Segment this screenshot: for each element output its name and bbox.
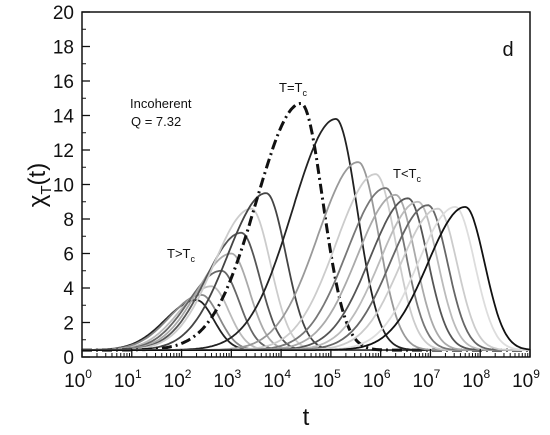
x-tick-label: 109 [512, 367, 540, 392]
x-axis: 100 101 102 103 104 105 106 107 108 109 [64, 349, 540, 392]
y-tick-label: 16 [53, 72, 74, 93]
y-tick-label: 6 [63, 245, 74, 266]
x-tick-label: 105 [313, 367, 341, 392]
x-tick-label: 103 [213, 367, 241, 392]
curves-group [81, 102, 531, 352]
series-line-15 [82, 197, 530, 351]
t-gt-tc-sub: c [190, 254, 195, 264]
series-line-10 [82, 117, 530, 351]
y-axis-label: χT(t) [24, 163, 55, 207]
y-axis-label-main: χ [24, 194, 51, 207]
series-line-12 [82, 173, 530, 351]
t-eq-tc-sub: c [302, 88, 307, 98]
x-tick-label: 102 [164, 367, 192, 392]
y-axis: 0 2 4 6 8 10 12 14 16 18 20 [53, 3, 90, 369]
t-eq-tc-main: T=T [279, 80, 303, 95]
x-tick-label: 100 [64, 367, 92, 392]
svg-text:χT(t): χT(t) [24, 163, 55, 207]
y-tick-label: 14 [53, 107, 75, 128]
y-tick-label: 20 [53, 3, 74, 24]
x-tick-label: 106 [363, 367, 391, 392]
y-tick-label: 18 [53, 38, 74, 59]
incoherent-label: Incoherent [130, 96, 192, 111]
y-tick-label: 2 [63, 314, 74, 335]
x-tick-label: 107 [413, 367, 441, 392]
t-lt-tc-label: T<Tc [393, 166, 421, 184]
series-line-20 [82, 206, 531, 351]
y-tick-label: 0 [63, 348, 74, 369]
q-value-label: Q = 7.32 [131, 114, 181, 129]
y-tick-label: 8 [63, 210, 74, 231]
t-lt-tc-main: T<T [393, 166, 417, 181]
y-axis-label-sub: T [38, 185, 55, 194]
y-axis-label-arg: (t) [24, 163, 51, 186]
y-tick-label: 4 [63, 279, 74, 300]
panel-label: d [502, 39, 513, 61]
y-tick-label: 12 [53, 141, 74, 162]
t-lt-tc-sub: c [416, 174, 421, 184]
x-axis-label: t [303, 404, 310, 431]
x-tick-label: 104 [263, 367, 291, 392]
x-tick-label: 108 [462, 367, 490, 392]
x-tick-label: 101 [114, 367, 142, 392]
t-eq-tc-label: T=Tc [279, 80, 307, 98]
t-gt-tc-main: T>T [167, 246, 191, 261]
y-tick-label: 10 [53, 176, 74, 197]
t-gt-tc-label: T>Tc [167, 246, 195, 264]
plot-frame [81, 11, 531, 358]
